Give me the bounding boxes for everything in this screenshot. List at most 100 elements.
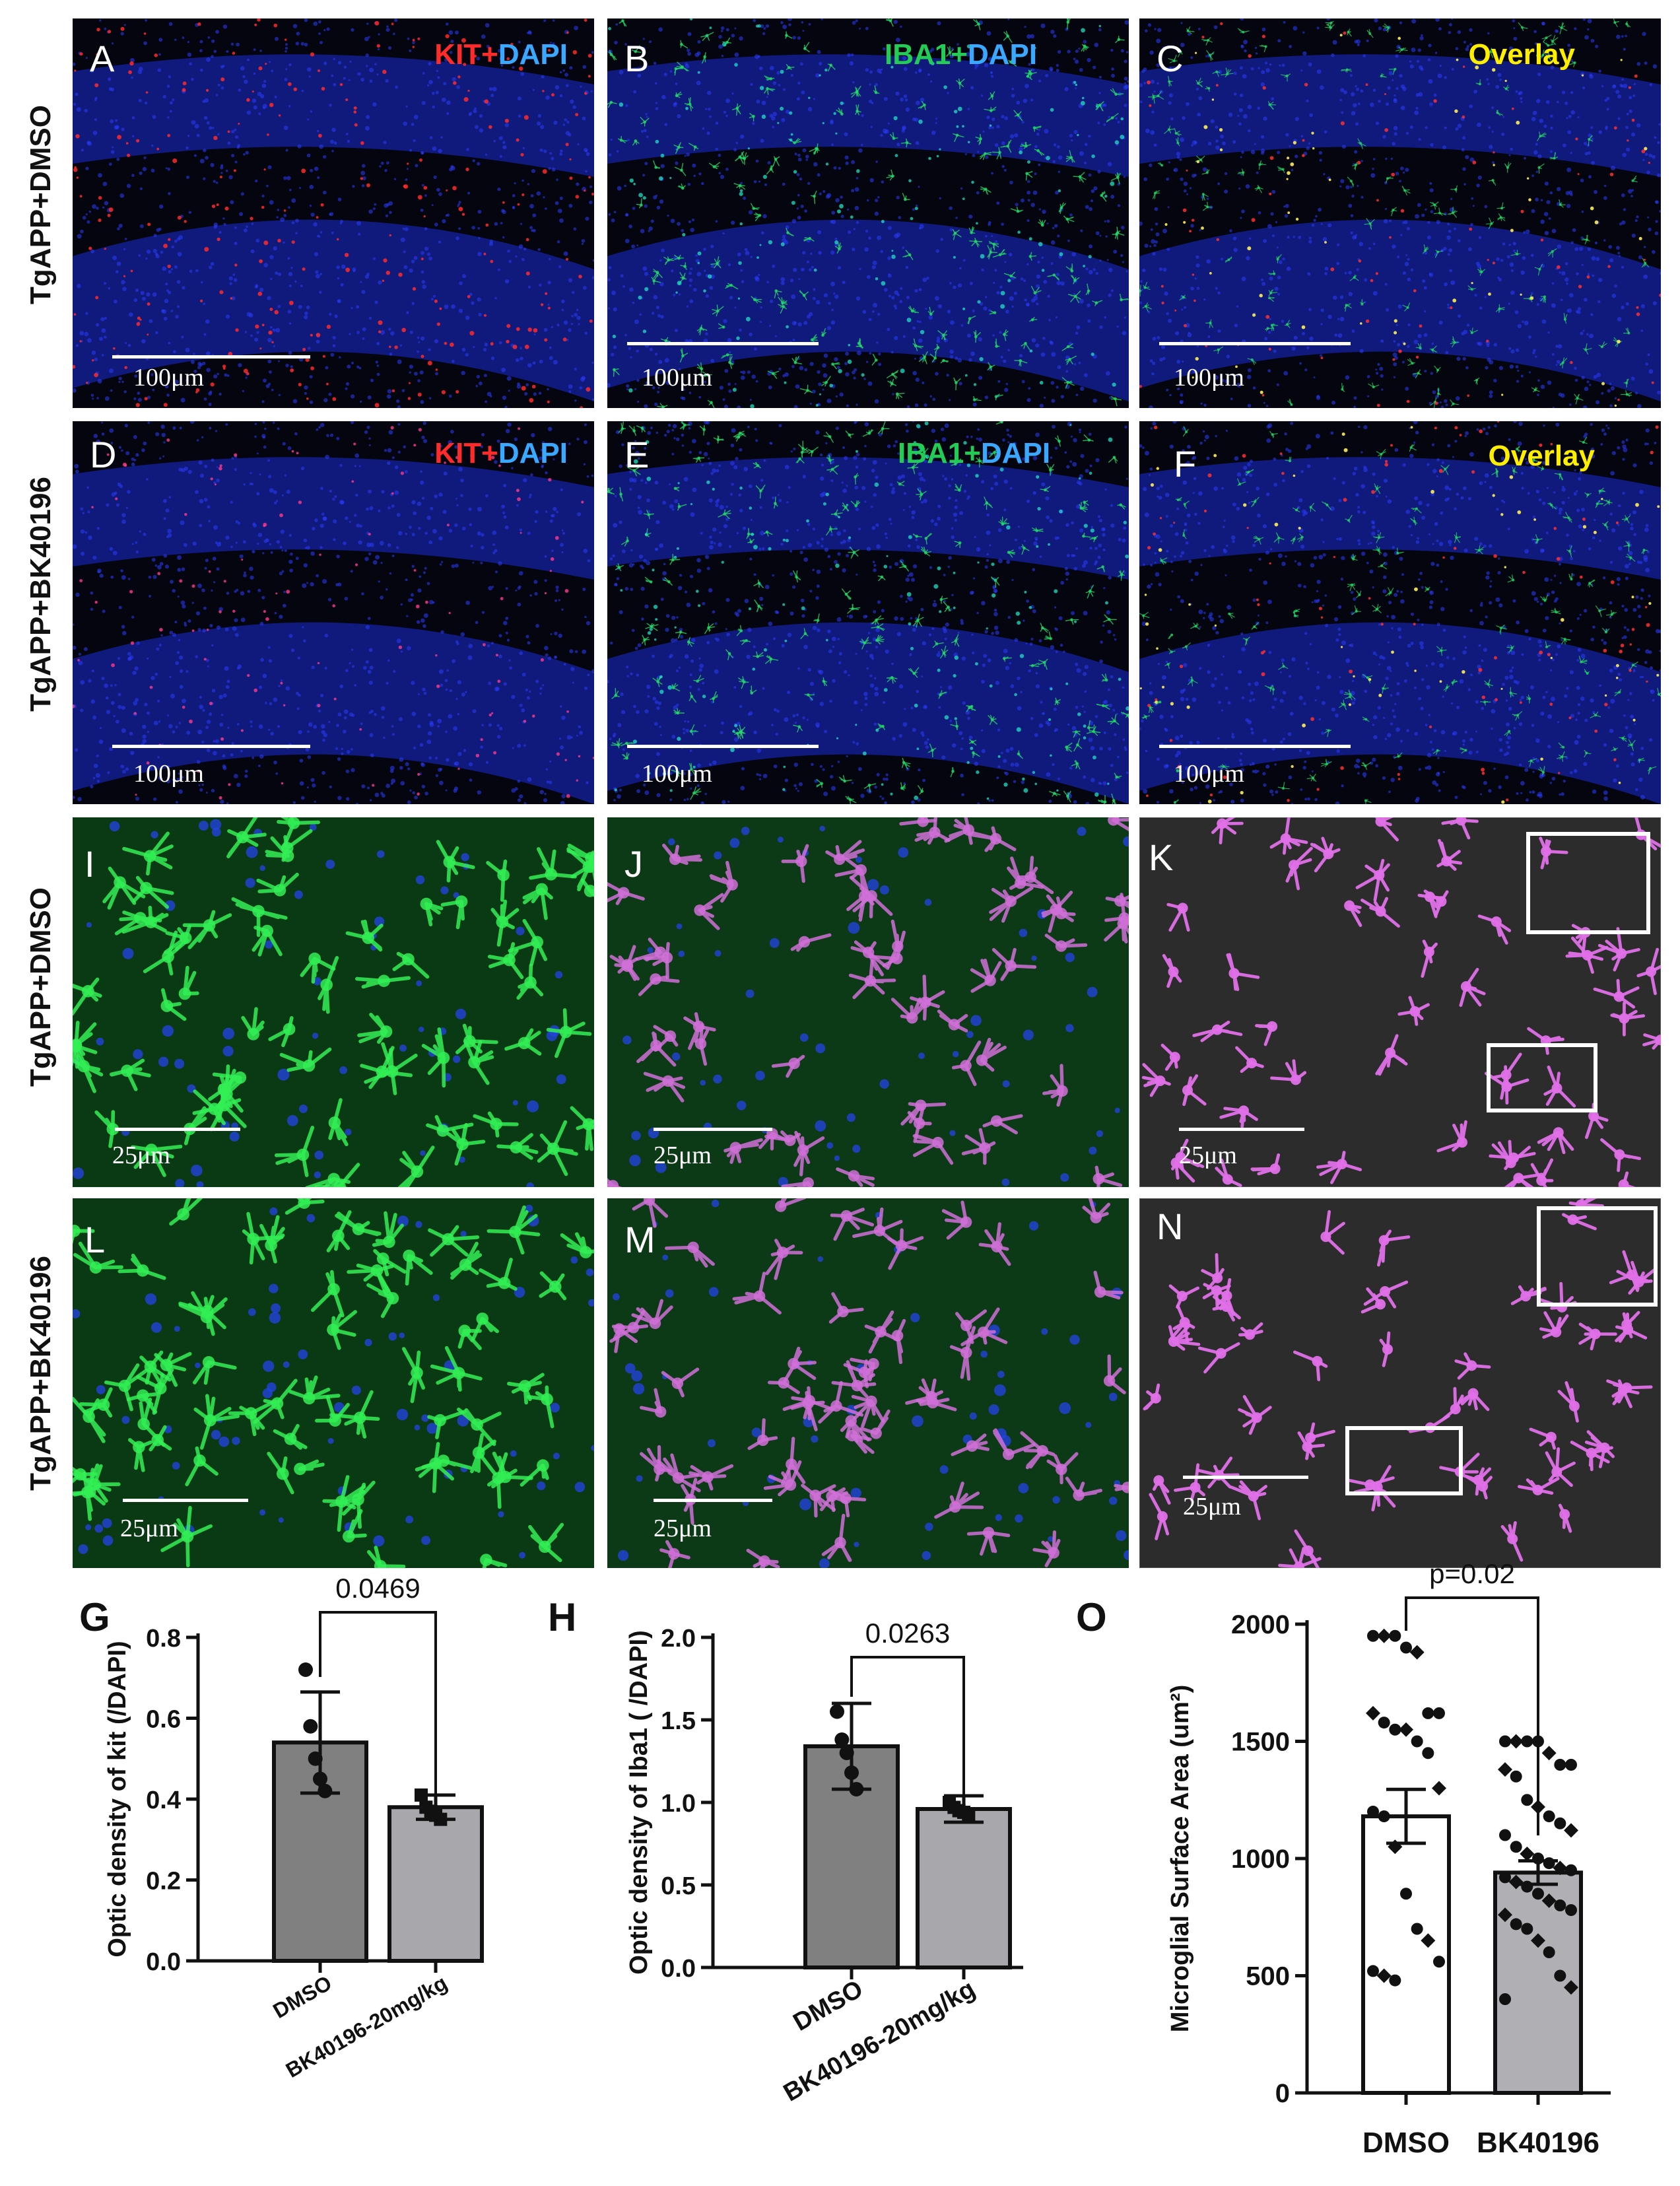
texture-cell-mix2	[607, 1198, 1129, 1568]
panel-m-surface-overlay: M 25μm	[607, 1198, 1129, 1568]
p-value-label: 0.0263	[865, 1618, 950, 1649]
panel-letter-l: L	[84, 1219, 106, 1260]
bar-bk40196	[916, 1807, 1012, 1969]
bar-bk40196	[387, 1805, 484, 1963]
significance-bracket	[319, 1611, 437, 1796]
p-value-label: p=0.02	[1429, 1558, 1515, 1589]
data-point	[1531, 1933, 1545, 1948]
y-tick-label: 500	[1246, 1962, 1290, 1991]
scale-label-b: 100μm	[642, 364, 712, 392]
data-point	[1376, 1628, 1392, 1643]
data-point	[1543, 1857, 1555, 1870]
data-point	[298, 1662, 313, 1677]
data-point	[1367, 1965, 1379, 1977]
p-value-label: 0.0469	[335, 1573, 420, 1604]
data-point	[1554, 1899, 1566, 1911]
y-tick-label: 1.5	[661, 1707, 696, 1735]
data-point	[1508, 1874, 1524, 1890]
data-point	[1400, 1888, 1412, 1900]
data-point	[1565, 1864, 1577, 1876]
data-point	[1543, 1946, 1555, 1958]
data-point	[313, 1771, 327, 1787]
channel-label-e: IBA1+DAPI	[898, 437, 1051, 469]
y-tick-label: 2.0	[661, 1625, 696, 1653]
data-point	[1499, 1735, 1511, 1748]
data-point	[1532, 1888, 1544, 1900]
x-category-label: DMSO	[269, 1971, 335, 2023]
data-point	[1499, 1829, 1511, 1841]
panel-letter-b: B	[624, 38, 650, 79]
y-axis-title: Optic density of Iba1 ( /DAPI)	[625, 1630, 653, 1975]
scale-bar-i	[115, 1128, 240, 1131]
channel-label-b: IBA1+DAPI	[885, 38, 1038, 71]
data-point	[1541, 1893, 1557, 1908]
data-point	[849, 1782, 864, 1796]
data-point	[844, 1765, 859, 1780]
data-point	[1554, 1817, 1566, 1829]
inset-box-k-lower	[1487, 1043, 1597, 1112]
channel-label-d: KIT+DAPI	[434, 437, 568, 469]
panel-letter-c: C	[1157, 38, 1184, 79]
y-tick-label: 0.2	[146, 1868, 181, 1896]
chart-g-svg: 0.0 0.2 0.4 0.6 0.8 Optic density of kit (/DA…	[104, 1573, 484, 2082]
scale-bar-c	[1159, 342, 1351, 345]
panel-a-kit-dapi: A KIT+DAPI 100μm	[73, 18, 594, 408]
inset-box-n-lower	[1345, 1426, 1463, 1495]
scale-label-j: 25μm	[654, 1142, 712, 1169]
panel-letter-o: O	[1076, 1595, 1107, 1639]
data-point	[1388, 1839, 1403, 1855]
scale-label-a: 100μm	[133, 364, 204, 392]
scale-bar-b	[627, 342, 819, 345]
scale-bar-a	[112, 355, 310, 359]
data-point	[415, 1788, 428, 1802]
scale-label-e: 100μm	[642, 760, 712, 788]
panel-k-surface-render: K 25μm	[1139, 817, 1661, 1187]
data-point	[1389, 1723, 1401, 1736]
texture-cell-mag2	[1139, 1198, 1661, 1568]
texture-hip-mix2	[1139, 421, 1661, 804]
data-point	[1565, 1904, 1577, 1917]
data-point	[1367, 1629, 1379, 1642]
data-point	[1564, 1823, 1578, 1838]
scale-bar-d	[112, 745, 310, 748]
significance-bracket	[850, 1656, 965, 1802]
panel-letter-n: N	[1157, 1206, 1184, 1247]
panel-letter-i: I	[84, 843, 95, 885]
chart-o-svg: 0 500 1000 1500 2000 Microglial Surface Area …	[1166, 1558, 1611, 2159]
data-point	[1510, 1918, 1522, 1930]
y-tick-label: 1500	[1231, 1728, 1290, 1757]
chart-o: 0 500 1000 1500 2000 Microglial Surface Area …	[1162, 1558, 1663, 2166]
data-point	[1543, 1810, 1555, 1823]
scale-bar-j	[654, 1128, 772, 1131]
data-point	[1520, 1846, 1535, 1861]
data-point	[303, 1719, 318, 1734]
data-point	[1399, 1722, 1413, 1737]
data-point	[1499, 1993, 1511, 2005]
data-point	[1378, 1810, 1390, 1823]
panel-letter-f: F	[1174, 443, 1197, 485]
data-point	[1433, 1956, 1445, 1968]
data-point	[1554, 1969, 1566, 1982]
data-point	[308, 1751, 323, 1766]
data-point	[1499, 1871, 1511, 1884]
y-tick-label: 2000	[1231, 1610, 1290, 1639]
scale-bar-f	[1159, 745, 1351, 748]
panel-c-overlay: C Overlay 100μm	[1139, 18, 1661, 408]
scale-bar-n	[1183, 1476, 1308, 1479]
bar-dmso	[1361, 1814, 1451, 2095]
y-axis-title: Optic density of kit (/DAPI)	[104, 1641, 131, 1957]
x-category-label: DMSO	[1362, 2127, 1450, 2159]
data-point	[434, 1812, 448, 1826]
data-point	[962, 1807, 976, 1821]
data-point	[1409, 1645, 1425, 1660]
inset-box-n-upper	[1537, 1206, 1658, 1307]
data-point	[1498, 1907, 1512, 1923]
chart-h: 0.0 0.5 1.0 1.5 2.0 Optic density of Iba1 ( /…	[625, 1585, 1089, 2179]
data-point	[1564, 1980, 1578, 1995]
data-point	[1400, 1641, 1412, 1654]
scale-label-d: 100μm	[133, 760, 204, 788]
texture-cell-green2	[73, 1198, 594, 1568]
x-category-label: BK40196	[1477, 2127, 1599, 2159]
scale-label-l: 25μm	[120, 1515, 178, 1542]
y-tick-label: 0.8	[146, 1625, 181, 1653]
